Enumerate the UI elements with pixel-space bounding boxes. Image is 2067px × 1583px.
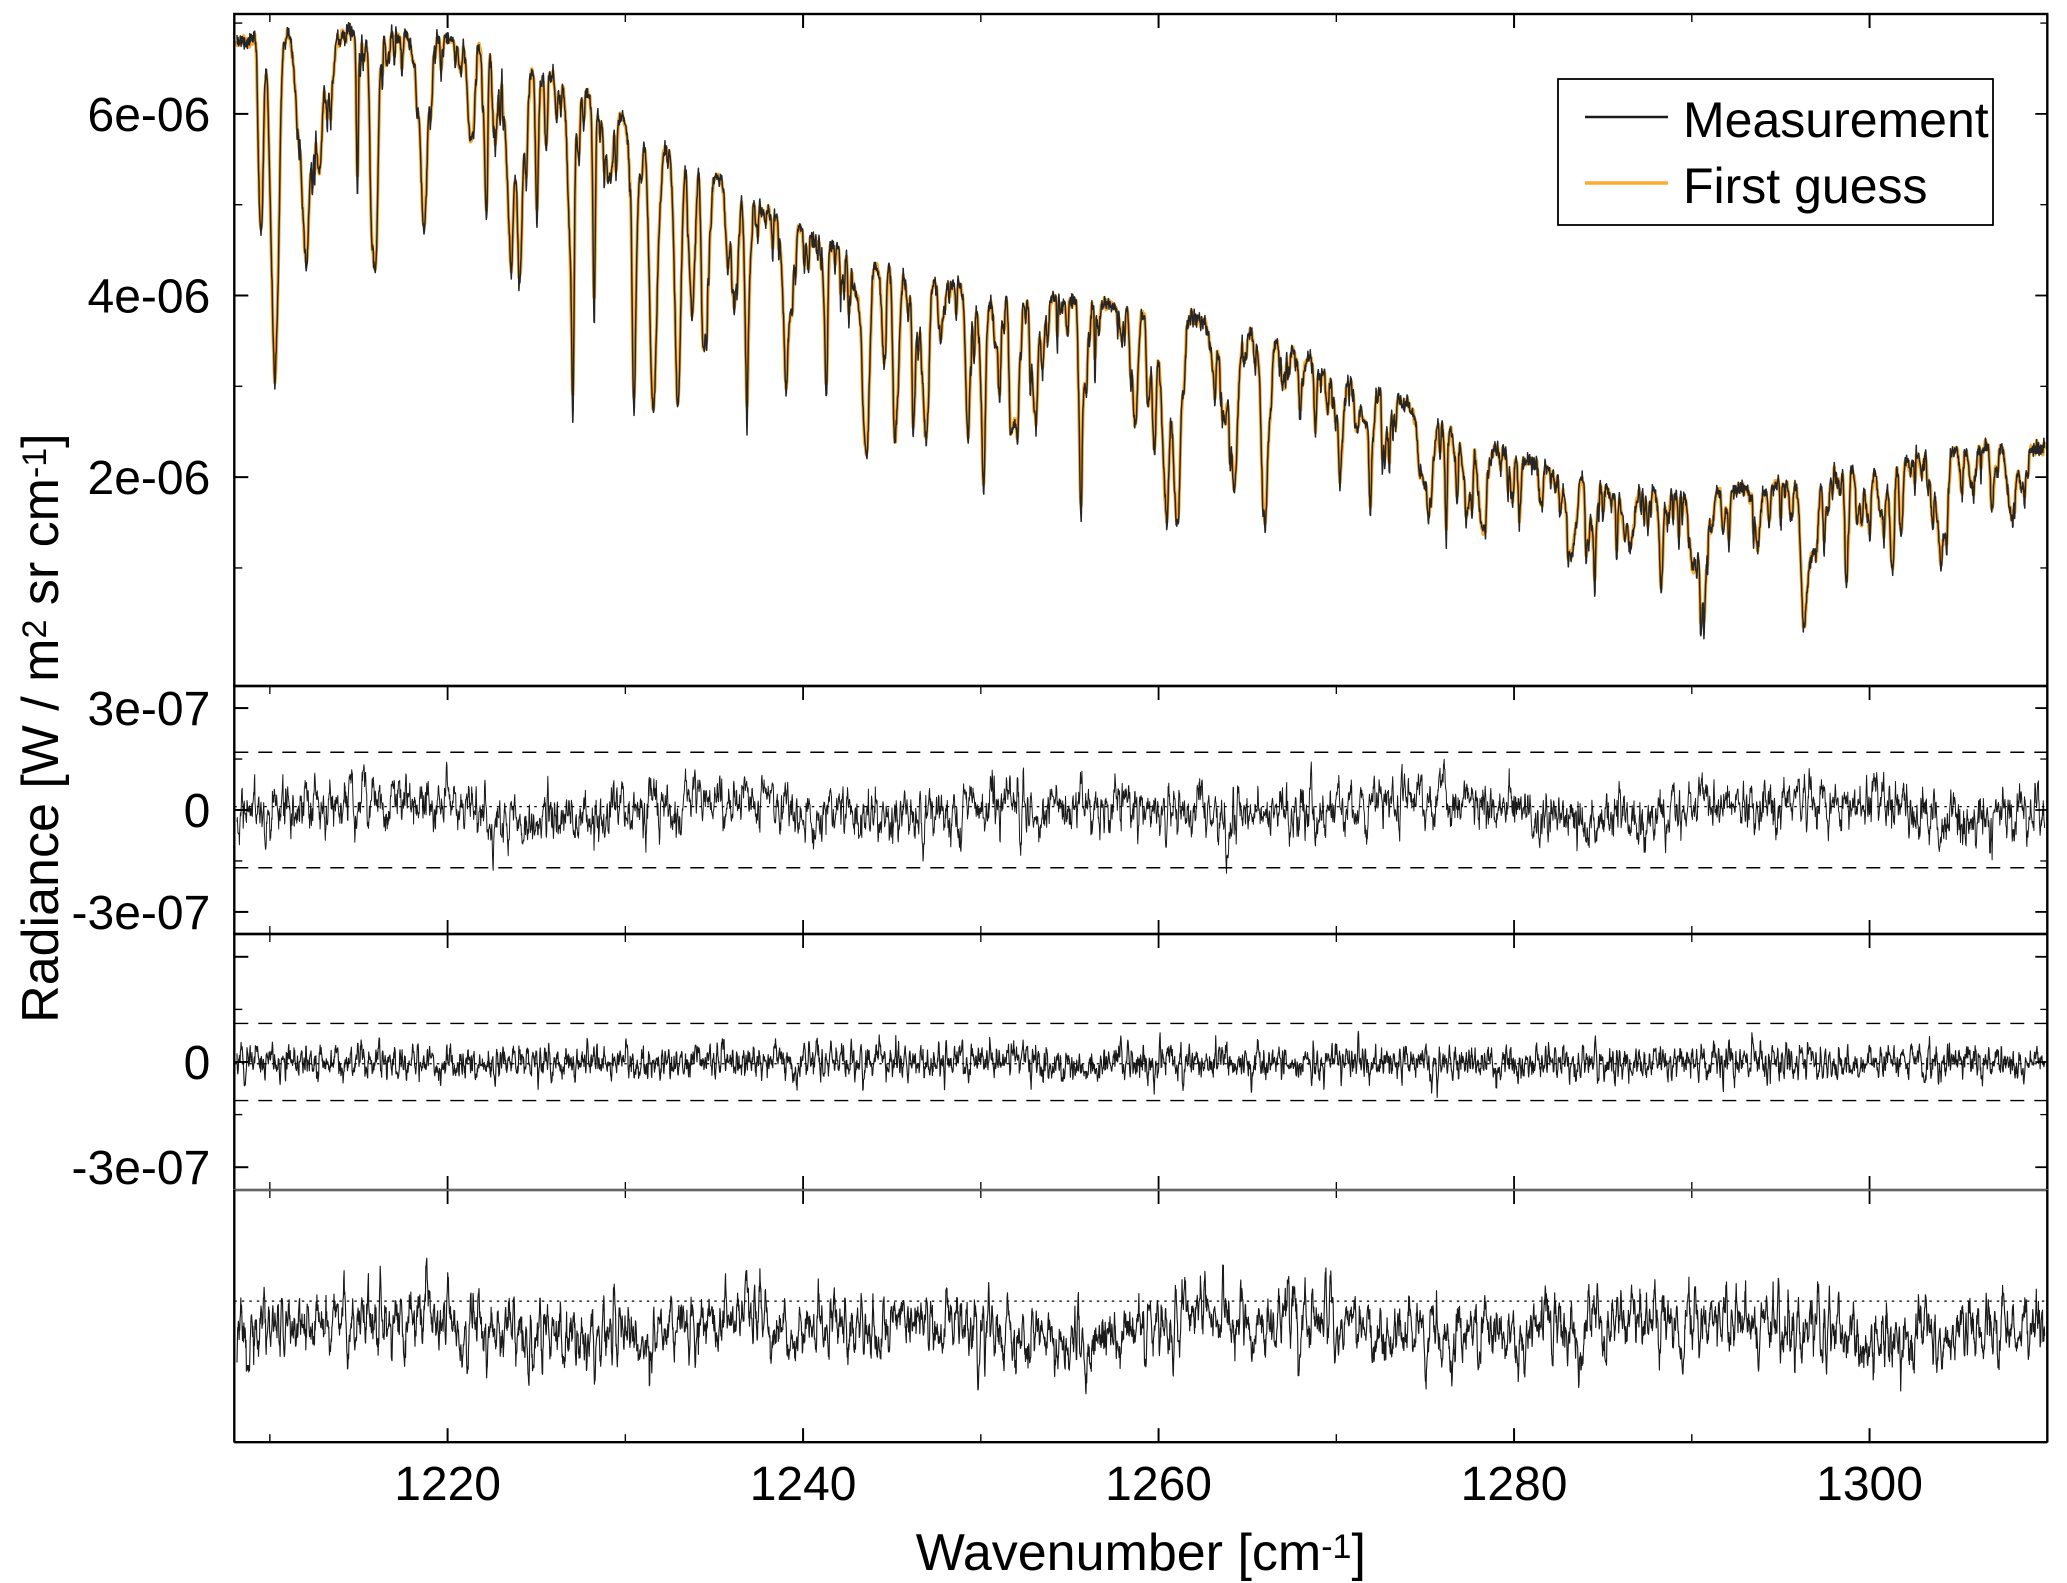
svg-text:-3e-07: -3e-07: [72, 887, 211, 940]
svg-text:1260: 1260: [1105, 1458, 1212, 1511]
svg-text:1220: 1220: [394, 1458, 501, 1511]
svg-text:2e-06: 2e-06: [88, 452, 211, 505]
svg-text:Measurement: Measurement: [1683, 92, 1989, 148]
svg-text:-3e-07: -3e-07: [72, 1142, 211, 1195]
svg-text:1280: 1280: [1461, 1458, 1568, 1511]
svg-text:0: 0: [184, 1037, 211, 1090]
svg-text:6e-06: 6e-06: [88, 89, 211, 142]
svg-text:1240: 1240: [750, 1458, 857, 1511]
svg-text:Wavenumber [cm-1]: Wavenumber [cm-1]: [916, 1524, 1366, 1582]
svg-text:Radiance [W / m2 sr cm-1]: Radiance [W / m2 sr cm-1]: [12, 433, 70, 1022]
svg-text:0: 0: [184, 785, 211, 838]
svg-text:3e-07: 3e-07: [88, 683, 211, 736]
svg-text:1300: 1300: [1816, 1458, 1923, 1511]
svg-text:First guess: First guess: [1683, 158, 1928, 214]
svg-text:4e-06: 4e-06: [88, 271, 211, 324]
